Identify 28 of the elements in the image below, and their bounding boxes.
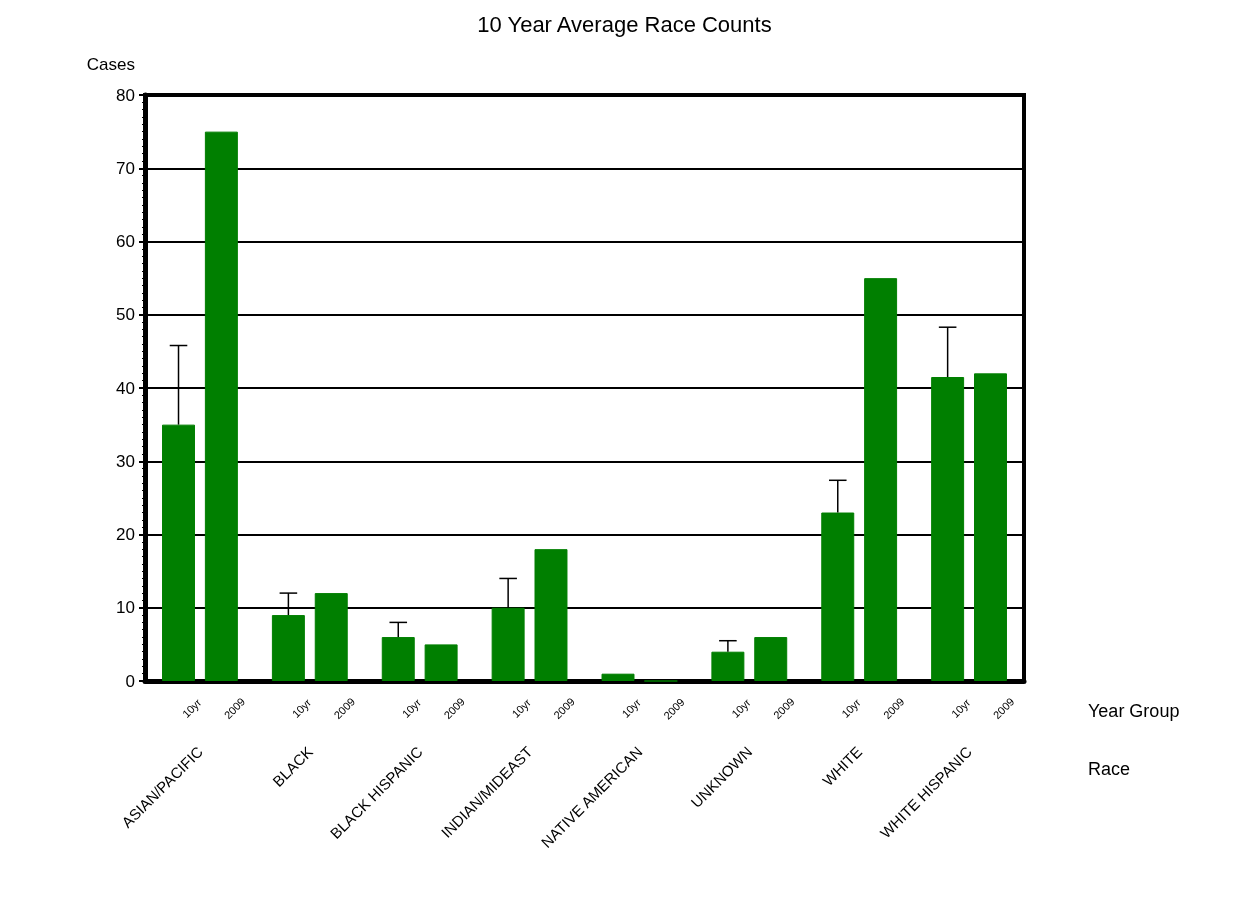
y-tick-label: 40 [116, 378, 135, 398]
bar [931, 377, 965, 681]
chart-title: 10 Year Average Race Counts [477, 11, 772, 37]
y-tick-label: 60 [116, 232, 135, 251]
bar [974, 373, 1007, 681]
y-tick-label: 80 [116, 85, 135, 105]
y-tick-label: 30 [116, 451, 135, 471]
bar [491, 607, 525, 681]
bar [271, 615, 305, 681]
bar [754, 637, 788, 681]
legend-title: Year Group [1088, 701, 1180, 721]
bar [711, 651, 745, 681]
bar [381, 637, 415, 681]
y-tick-label: 70 [116, 158, 135, 178]
x-axis-title: Race [1088, 759, 1131, 779]
bar [601, 673, 635, 681]
bar [314, 593, 348, 681]
y-tick-label: 50 [116, 305, 135, 325]
y-tick-label: 0 [125, 671, 135, 691]
bar [864, 278, 898, 681]
y-tick-label: 20 [116, 525, 135, 544]
bar [162, 424, 195, 681]
bar [821, 512, 855, 681]
y-tick-label: 10 [116, 598, 135, 618]
bar [204, 131, 238, 681]
bar [424, 644, 458, 681]
y-axis-title: Cases [86, 55, 135, 74]
bar [534, 549, 568, 681]
